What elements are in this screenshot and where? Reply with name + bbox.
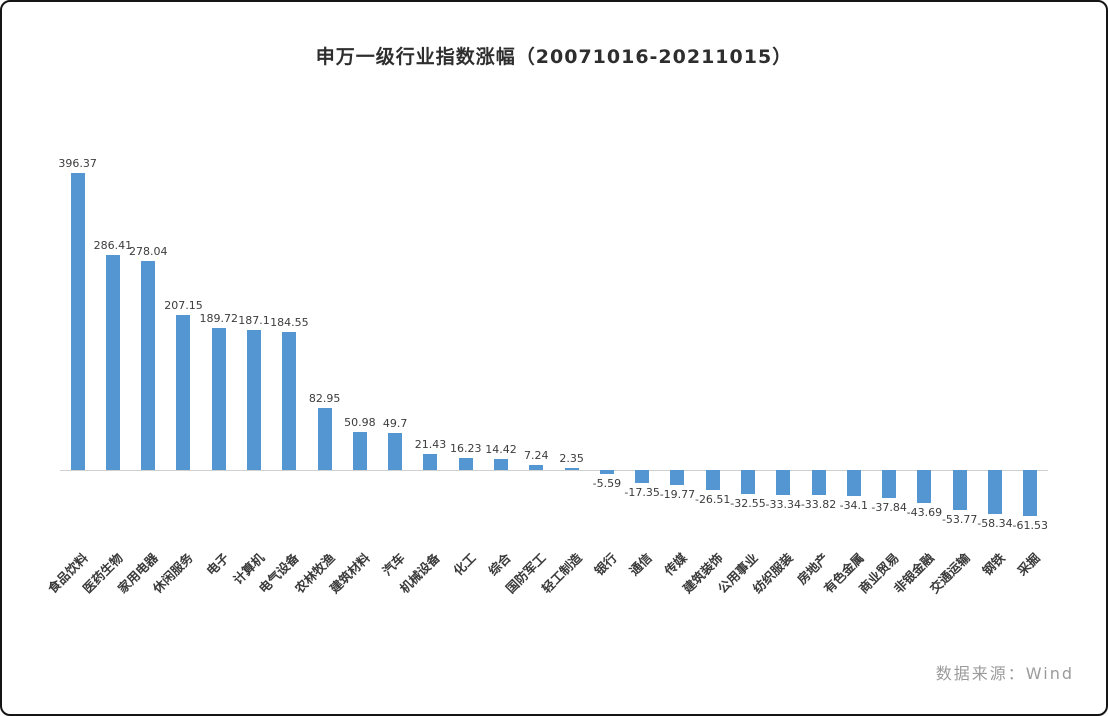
bar-column: 207.15 休闲服务 [150, 170, 203, 596]
bar-value-label: 21.43 [414, 437, 447, 451]
bar-value-label: 184.55 [270, 315, 309, 329]
bar-value-label: -33.34 [765, 498, 801, 511]
bar [105, 255, 120, 470]
bar-value-label: -37.84 [871, 501, 907, 515]
plot-area: 396.37 食品饮料 286.41 医药生物 278.04 家用电器 207.15 休闲服务… [44, 157, 1048, 597]
bar [388, 432, 403, 470]
bar [882, 470, 897, 499]
bar-column: -26.51 建筑装饰 [679, 170, 731, 596]
bar [317, 407, 332, 470]
bar-value-label: 49.7 [382, 416, 408, 430]
bar [282, 331, 297, 470]
bar-column: 21.43 机械设备 [397, 170, 448, 596]
bar [1023, 470, 1038, 517]
bar-value-label: 7.24 [524, 448, 549, 462]
category-label: 通信 [626, 550, 655, 579]
bar-value-label: 50.98 [344, 415, 376, 429]
bar-column: -33.82 房地产 [794, 170, 837, 587]
bar [494, 459, 509, 470]
bar [811, 470, 826, 496]
bar-value-label: -17.35 [624, 486, 660, 499]
bar-value-label: 207.15 [164, 298, 203, 312]
bar-column: 14.42 综合 [483, 170, 518, 578]
bar [635, 470, 650, 483]
bar [564, 468, 579, 470]
bar-value-label: -5.59 [592, 477, 622, 491]
bar [352, 431, 367, 470]
bar-column: 7.24 国防军工 [503, 170, 554, 597]
category-label: 采掘 [1014, 550, 1043, 579]
bar-value-label: 16.23 [449, 441, 482, 455]
bar [917, 470, 932, 503]
bar-value-label: 2.35 [559, 452, 584, 466]
bar-value-label: -26.51 [694, 492, 731, 506]
bar-column: -61.53 采掘 [1012, 170, 1048, 578]
bar-value-label: -34.1 [839, 498, 869, 512]
bar [987, 470, 1002, 514]
bar-value-label: -32.55 [730, 497, 766, 511]
bar-column: 82.95 农林牧渔 [291, 170, 342, 596]
bar-value-label: -19.77 [659, 487, 696, 501]
category-label: 钢铁 [979, 550, 1008, 579]
bar-column: -33.34 纺织服装 [750, 170, 801, 596]
bar-value-label: -58.34 [977, 516, 1013, 530]
chart-title: 申万一级行业指数涨幅（20071016-20211015） [315, 46, 793, 68]
bar [141, 261, 156, 470]
bar-column: 49.7 汽车 [378, 170, 413, 579]
bar [705, 470, 720, 490]
bar-value-label: 187.1 [238, 313, 270, 327]
bar [176, 314, 191, 470]
bar-column: 50.98 建筑材料 [327, 170, 377, 596]
bar-value-label: 278.04 [128, 245, 168, 259]
bar-value-label: 286.41 [93, 239, 133, 253]
bar-value-label: 14.42 [485, 443, 517, 457]
bar-column: -5.59 银行 [589, 170, 624, 578]
bar-column: -34.1 有色金属 [821, 170, 871, 596]
zero-axis-line [60, 470, 1048, 471]
bar-column: -37.84 商业贸易 [856, 170, 907, 596]
bar [70, 172, 85, 470]
bar [458, 457, 473, 470]
bar [247, 329, 262, 470]
data-source-label: 数据来源：Wind [935, 664, 1074, 683]
bar-value-label: -33.82 [800, 498, 837, 512]
bar-column: -53.77 交通运输 [926, 170, 978, 596]
bar-column: -19.77 传媒 [659, 170, 696, 578]
bar-value-label: 396.37 [58, 156, 97, 170]
bar-series: 396.37 食品饮料 286.41 医药生物 278.04 家用电器 207.15 休闲服务… [44, 157, 1048, 597]
bar-column: 396.37 食品饮料 [44, 157, 96, 596]
bar-column: 278.04 家用电器 [115, 170, 168, 596]
bar-column: 187.1 计算机 [230, 170, 271, 588]
bar-value-label: 189.72 [199, 311, 239, 325]
bar [846, 470, 861, 496]
bar-column: 189.72 电子 [199, 170, 239, 579]
bar [599, 470, 614, 475]
bar [776, 470, 791, 495]
bar [529, 464, 544, 470]
bar-column: -17.35 通信 [624, 170, 660, 578]
bar-value-label: -53.77 [941, 513, 978, 527]
bar-column: -43.69 非银金融 [891, 170, 943, 596]
bar-column: 184.55 电气设备 [256, 170, 309, 597]
bar [211, 327, 226, 470]
bar [423, 453, 438, 470]
category-label: 银行 [591, 550, 620, 579]
bar [670, 470, 685, 485]
bar [952, 470, 967, 511]
bar-column: 16.23 化工 [448, 170, 483, 579]
category-label: 化工 [450, 550, 479, 579]
bar-column: 286.41 医药生物 [80, 170, 133, 596]
bar [740, 470, 755, 495]
bar-value-label: -61.53 [1012, 519, 1048, 533]
bar-column: -32.55 公用事业 [715, 170, 766, 596]
bar-column: 2.35 轻工制造 [538, 170, 589, 596]
bar-value-label: 82.95 [308, 391, 341, 405]
bar-column: -58.34 钢铁 [977, 170, 1013, 578]
bar-value-label: -43.69 [906, 505, 943, 519]
